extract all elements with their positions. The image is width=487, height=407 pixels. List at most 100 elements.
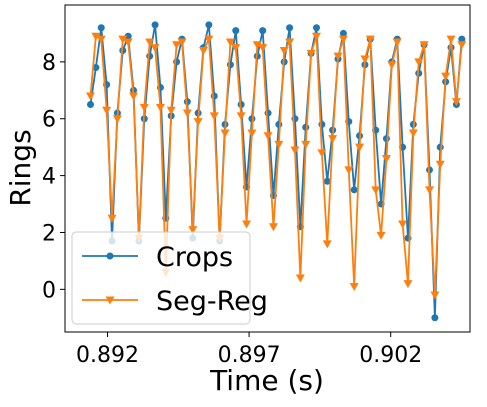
point bbox=[458, 35, 466, 43]
point bbox=[105, 296, 115, 305]
point bbox=[431, 314, 439, 322]
point bbox=[172, 41, 182, 50]
point bbox=[205, 21, 213, 29]
point bbox=[232, 27, 240, 35]
point bbox=[220, 129, 230, 138]
point bbox=[360, 55, 370, 64]
point bbox=[441, 72, 451, 81]
point bbox=[92, 64, 100, 72]
point bbox=[107, 214, 117, 223]
point bbox=[242, 220, 252, 229]
point bbox=[264, 109, 272, 117]
x-tick-label: 0.902 bbox=[359, 343, 422, 368]
point bbox=[150, 44, 160, 53]
point bbox=[259, 27, 267, 35]
point bbox=[155, 103, 165, 112]
point bbox=[274, 140, 284, 149]
point bbox=[371, 186, 381, 195]
point bbox=[365, 35, 375, 44]
point bbox=[96, 35, 106, 44]
point bbox=[344, 166, 354, 175]
point bbox=[311, 32, 321, 41]
point bbox=[236, 112, 246, 121]
legend-label: Crops bbox=[156, 242, 233, 273]
point bbox=[247, 129, 257, 138]
point bbox=[306, 49, 316, 58]
point bbox=[286, 24, 294, 32]
legend-label: Seg-Reg bbox=[156, 286, 268, 317]
point bbox=[198, 46, 208, 55]
point bbox=[408, 129, 418, 138]
point bbox=[85, 92, 95, 101]
point bbox=[457, 41, 467, 50]
y-tick-label: 2 bbox=[42, 221, 56, 246]
point bbox=[166, 106, 176, 115]
point bbox=[226, 61, 234, 69]
y-tick-label: 8 bbox=[42, 51, 56, 76]
point bbox=[317, 149, 327, 158]
point bbox=[204, 35, 214, 44]
point bbox=[118, 35, 128, 44]
point bbox=[285, 38, 295, 47]
point bbox=[129, 92, 139, 101]
point bbox=[231, 44, 241, 53]
point bbox=[323, 177, 331, 185]
point bbox=[435, 160, 445, 169]
point bbox=[333, 52, 343, 61]
point bbox=[97, 24, 105, 32]
point bbox=[398, 220, 408, 229]
point bbox=[225, 38, 235, 47]
legend-box bbox=[71, 231, 251, 325]
point bbox=[425, 186, 434, 195]
point bbox=[339, 29, 347, 37]
point bbox=[86, 101, 94, 109]
point bbox=[112, 115, 122, 124]
point bbox=[451, 98, 461, 107]
point bbox=[295, 274, 305, 283]
point bbox=[355, 143, 365, 152]
point bbox=[193, 118, 203, 127]
point bbox=[290, 146, 300, 155]
point bbox=[145, 38, 155, 47]
point bbox=[376, 231, 386, 240]
point bbox=[338, 35, 348, 44]
point bbox=[123, 38, 133, 47]
point bbox=[182, 109, 192, 118]
point bbox=[349, 283, 359, 292]
point bbox=[419, 41, 429, 50]
point bbox=[102, 106, 112, 115]
point bbox=[252, 41, 262, 50]
point bbox=[414, 58, 424, 67]
point bbox=[139, 103, 149, 112]
point bbox=[209, 112, 219, 121]
x-tick-label: 0.897 bbox=[218, 343, 281, 368]
y-tick-label: 4 bbox=[42, 165, 56, 190]
point bbox=[106, 252, 114, 260]
point bbox=[279, 46, 289, 55]
x-tick-label: 0.892 bbox=[76, 343, 139, 368]
point bbox=[328, 135, 338, 144]
point bbox=[188, 226, 198, 235]
x-axis-label: Time (s) bbox=[209, 364, 324, 397]
point bbox=[258, 44, 268, 53]
point bbox=[177, 38, 187, 47]
point bbox=[392, 38, 402, 47]
point bbox=[430, 291, 440, 300]
point bbox=[387, 61, 397, 70]
point bbox=[350, 186, 358, 194]
point bbox=[263, 132, 273, 141]
y-axis-label: Rings bbox=[4, 129, 37, 206]
point bbox=[381, 155, 391, 164]
point bbox=[124, 32, 132, 40]
point bbox=[446, 35, 456, 44]
y-tick-label: 0 bbox=[42, 278, 56, 303]
point bbox=[382, 135, 390, 143]
point bbox=[91, 32, 101, 41]
point bbox=[318, 120, 326, 128]
point bbox=[151, 21, 159, 29]
point bbox=[301, 140, 311, 149]
y-tick-label: 6 bbox=[42, 108, 56, 133]
point bbox=[322, 240, 332, 249]
point bbox=[403, 280, 413, 289]
